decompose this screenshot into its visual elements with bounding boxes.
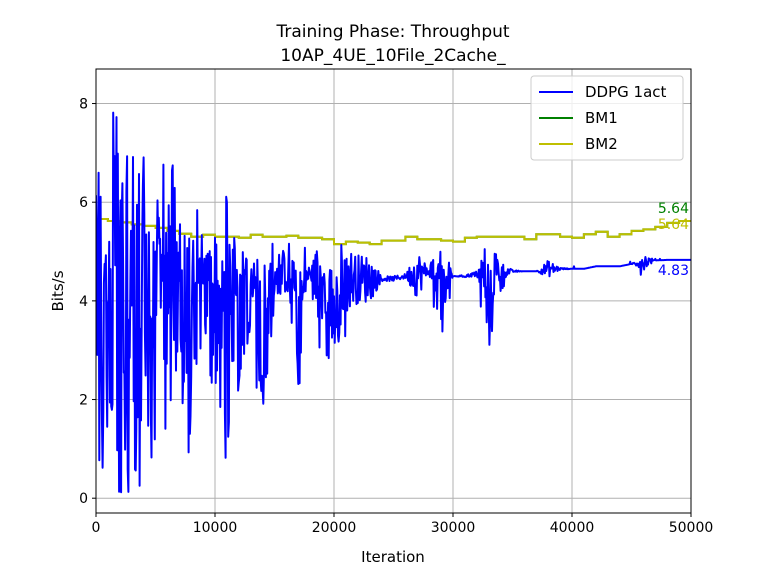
legend: DDPG 1act BM1 BM2 <box>530 75 684 161</box>
x-tick-label: 10000 <box>193 520 238 536</box>
chart-title: Training Phase: Throughput <box>275 22 509 42</box>
x-tick-label: 20000 <box>312 520 357 536</box>
x-tick-label: 0 <box>92 520 101 536</box>
legend-entry-label: BM1 <box>585 109 618 127</box>
end-value-labels: 4.83 5.645.64 <box>658 201 689 279</box>
legend-entry-label: DDPG 1act <box>585 83 667 101</box>
plot-area <box>96 111 691 494</box>
y-tick-label: 4 <box>79 294 88 310</box>
x-tick-label: 30000 <box>431 520 476 536</box>
end-value-label: 5.64 <box>658 217 689 233</box>
legend-entry-label: BM2 <box>585 135 618 153</box>
chart-subtitle: 10AP_4UE_10File_2Cache_ <box>280 46 506 66</box>
end-value-label: 4.83 <box>658 263 689 279</box>
end-value-label: 5.64 <box>658 201 689 217</box>
y-tick-label: 8 <box>79 97 88 113</box>
x-axis-label: Iteration <box>361 548 425 566</box>
series-line-ddpg-1act <box>96 111 691 494</box>
y-tick-label: 2 <box>79 393 88 409</box>
y-tick-label: 0 <box>79 491 88 507</box>
legend-box <box>530 75 684 161</box>
x-tick-label: 50000 <box>669 520 714 536</box>
y-tick-label: 6 <box>79 195 88 211</box>
y-axis-label: Bits/s <box>49 270 67 311</box>
plot-frame <box>95 68 692 514</box>
x-tick-label: 40000 <box>550 520 595 536</box>
axis-ticks: 0 10000 20000 30000 40000 50000 0 2 4 6 8 <box>79 97 713 536</box>
